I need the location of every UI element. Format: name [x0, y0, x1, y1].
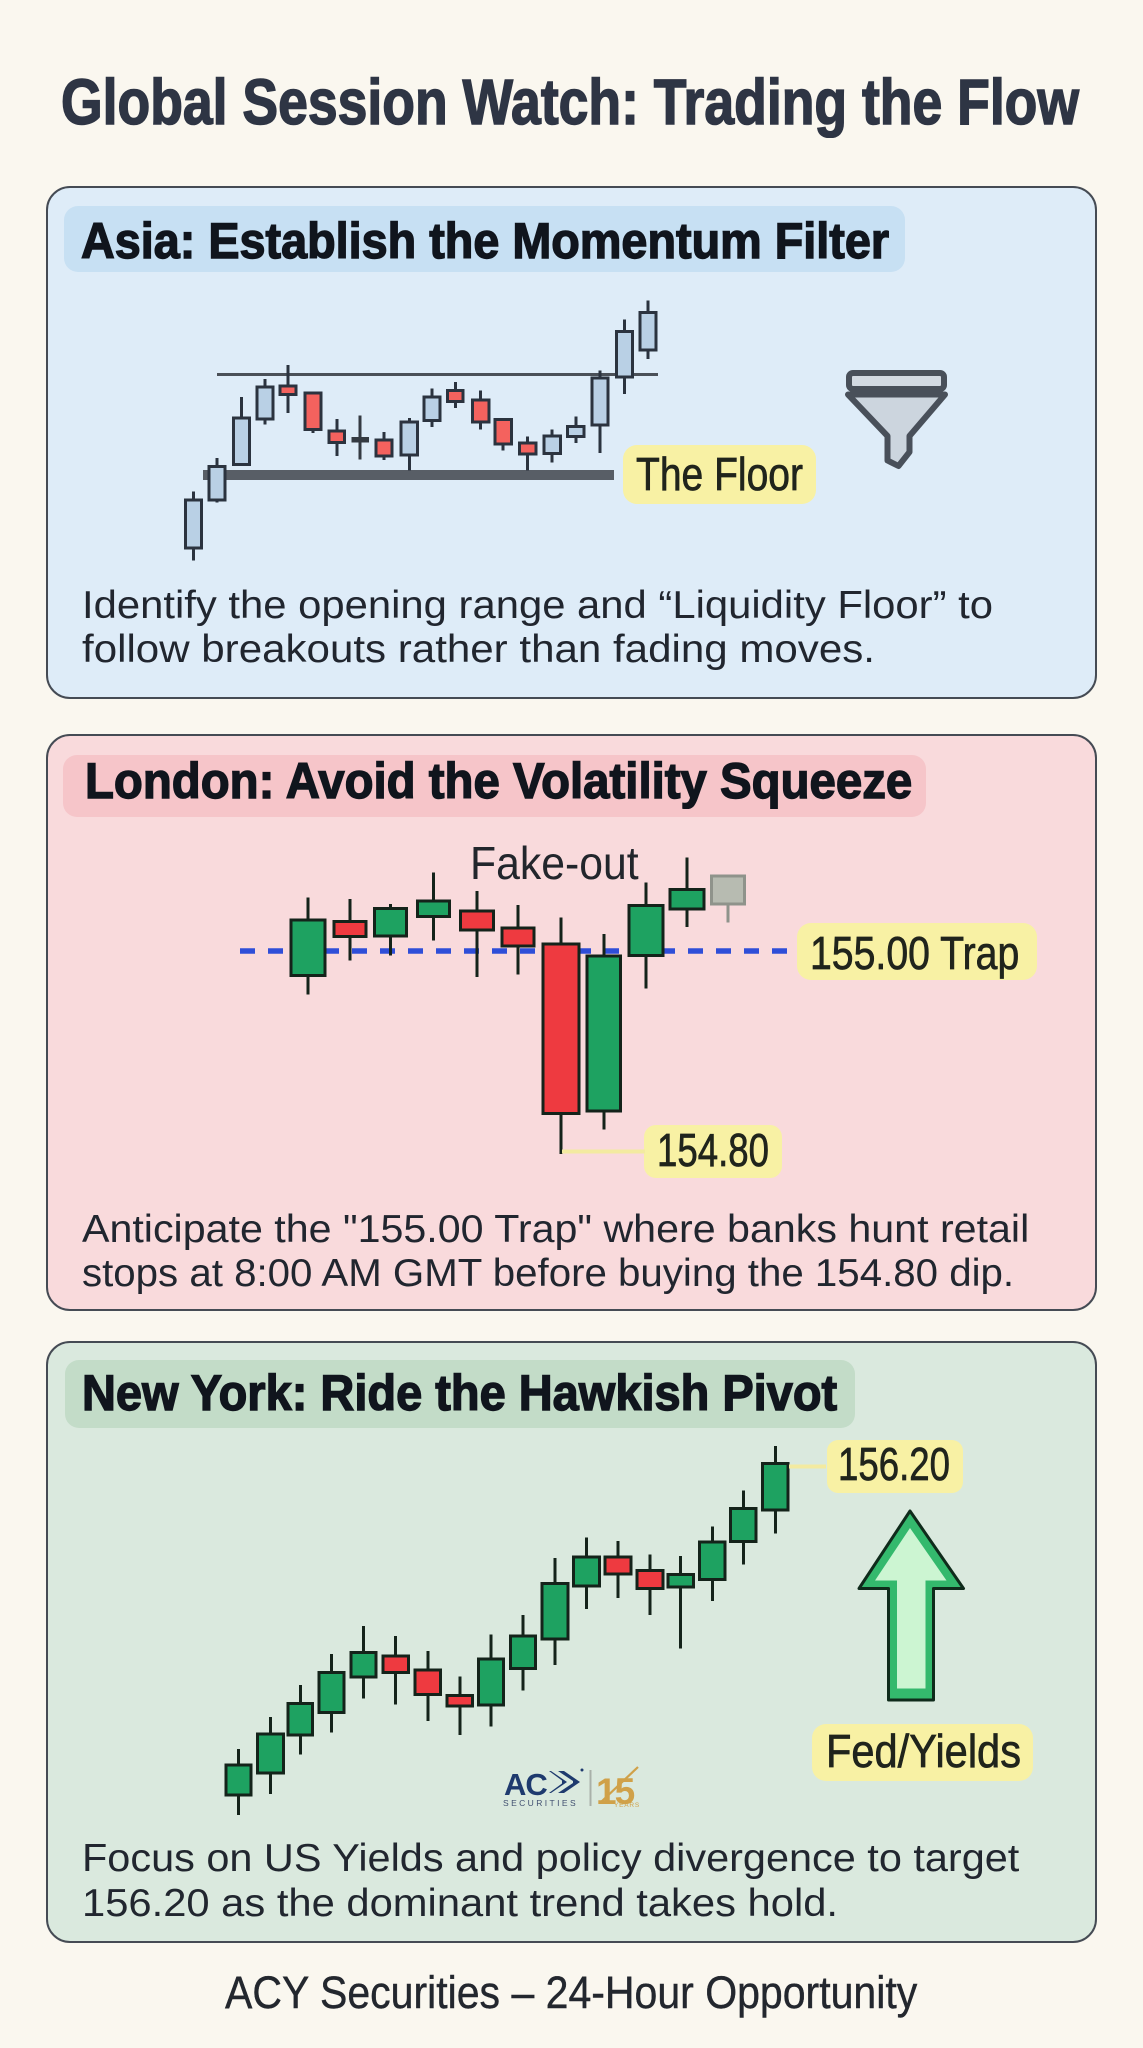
svg-text:YEARS: YEARS — [614, 1802, 640, 1809]
svg-text:SECURITIES: SECURITIES — [503, 1798, 578, 1808]
svg-text:15: 15 — [596, 1771, 635, 1812]
svg-text:AC: AC — [504, 1767, 547, 1802]
